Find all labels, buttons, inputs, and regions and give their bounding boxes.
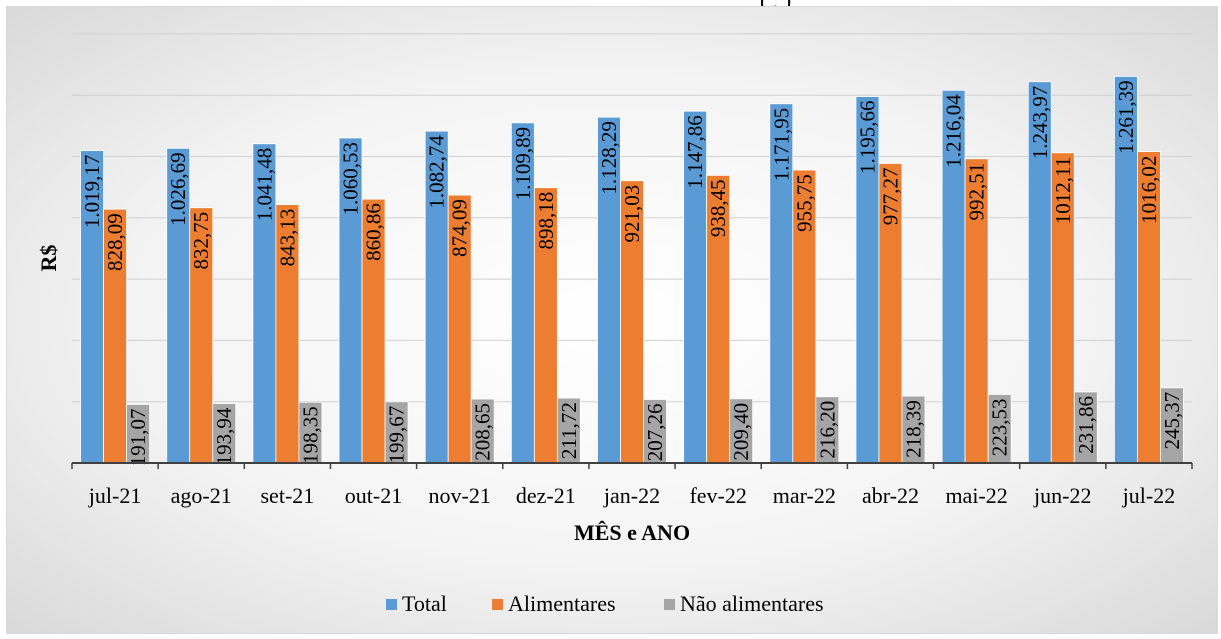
data-label: 1.026,69 [166, 152, 190, 226]
data-label: 1.041,48 [252, 148, 276, 222]
data-label: 198,35 [298, 406, 322, 464]
x-tick-label: jul-21 [88, 483, 142, 508]
data-label: 955,75 [792, 174, 816, 232]
x-tick-label: jan-22 [603, 483, 660, 508]
legend-label: Alimentares [508, 591, 616, 616]
x-tick-label: ago-21 [171, 483, 232, 508]
legend-label: Não alimentares [680, 591, 824, 616]
data-label: 1.082,74 [425, 135, 449, 209]
x-tick-label: fev-22 [689, 483, 746, 508]
x-tick-label: mar-22 [773, 483, 836, 508]
data-label: 245,37 [1160, 392, 1184, 450]
data-label: 1012,11 [1051, 157, 1075, 224]
data-label: 938,45 [706, 179, 730, 237]
data-label: 874,09 [448, 199, 472, 257]
data-label: 1.243,97 [1028, 86, 1052, 160]
x-tick-label: nov-21 [429, 483, 491, 508]
data-label: 218,39 [901, 400, 925, 458]
data-label: 898,18 [534, 192, 558, 250]
data-label: 1.261,39 [1114, 80, 1138, 154]
x-tick-label: mai-22 [945, 483, 1007, 508]
data-label: 1.216,04 [942, 94, 966, 168]
x-tick-label: out-21 [345, 483, 402, 508]
data-label: 1.060,53 [339, 142, 363, 216]
data-label: 860,86 [362, 203, 386, 261]
data-label: 1.171,95 [769, 108, 793, 182]
legend: Total Alimentares Não alimentares [386, 591, 824, 616]
data-label: 199,67 [385, 406, 409, 464]
data-label: 223,53 [988, 398, 1012, 456]
x-tick-label: jul-22 [1122, 483, 1176, 508]
data-label: 191,07 [126, 408, 150, 466]
data-label: 209,40 [729, 403, 753, 461]
x-tick-labels: jul-21 ago-21 set-21 out-21 nov-21 dez-21 jan-… [71, 463, 1193, 508]
data-label: 843,13 [275, 209, 299, 267]
data-label: 193,94 [212, 407, 236, 465]
data-label: 1.109,89 [511, 127, 535, 201]
data-label: 977,27 [878, 167, 902, 225]
data-label: 992,51 [965, 163, 989, 221]
data-label: 216,20 [815, 401, 839, 459]
data-label: 921,03 [620, 185, 644, 243]
data-label: 1.128,29 [597, 121, 621, 194]
data-label: 208,65 [471, 403, 495, 461]
legend-label: Total [402, 591, 447, 616]
legend-swatch [386, 599, 397, 610]
x-tick-label: jun-22 [1033, 483, 1091, 508]
bars [80, 75, 1184, 464]
data-label: 231,86 [1074, 396, 1098, 454]
data-label: 832,75 [189, 212, 213, 270]
legend-swatch [664, 599, 675, 610]
x-tick-label: dez-21 [516, 483, 576, 508]
data-label: 1.019,17 [80, 155, 104, 229]
data-label: 1016,02 [1137, 156, 1161, 224]
x-tick-label: abr-22 [862, 483, 919, 508]
y-axis-title: R$ [36, 245, 61, 272]
x-axis-title: MÊS e ANO [574, 520, 690, 545]
data-label: 1.195,66 [855, 101, 879, 175]
x-tick-label: set-21 [261, 483, 315, 508]
data-label: 211,72 [557, 402, 581, 459]
data-label: 828,09 [103, 213, 127, 271]
data-label: 207,26 [643, 403, 667, 461]
data-label: 1.147,86 [683, 115, 707, 189]
legend-swatch [492, 599, 503, 610]
